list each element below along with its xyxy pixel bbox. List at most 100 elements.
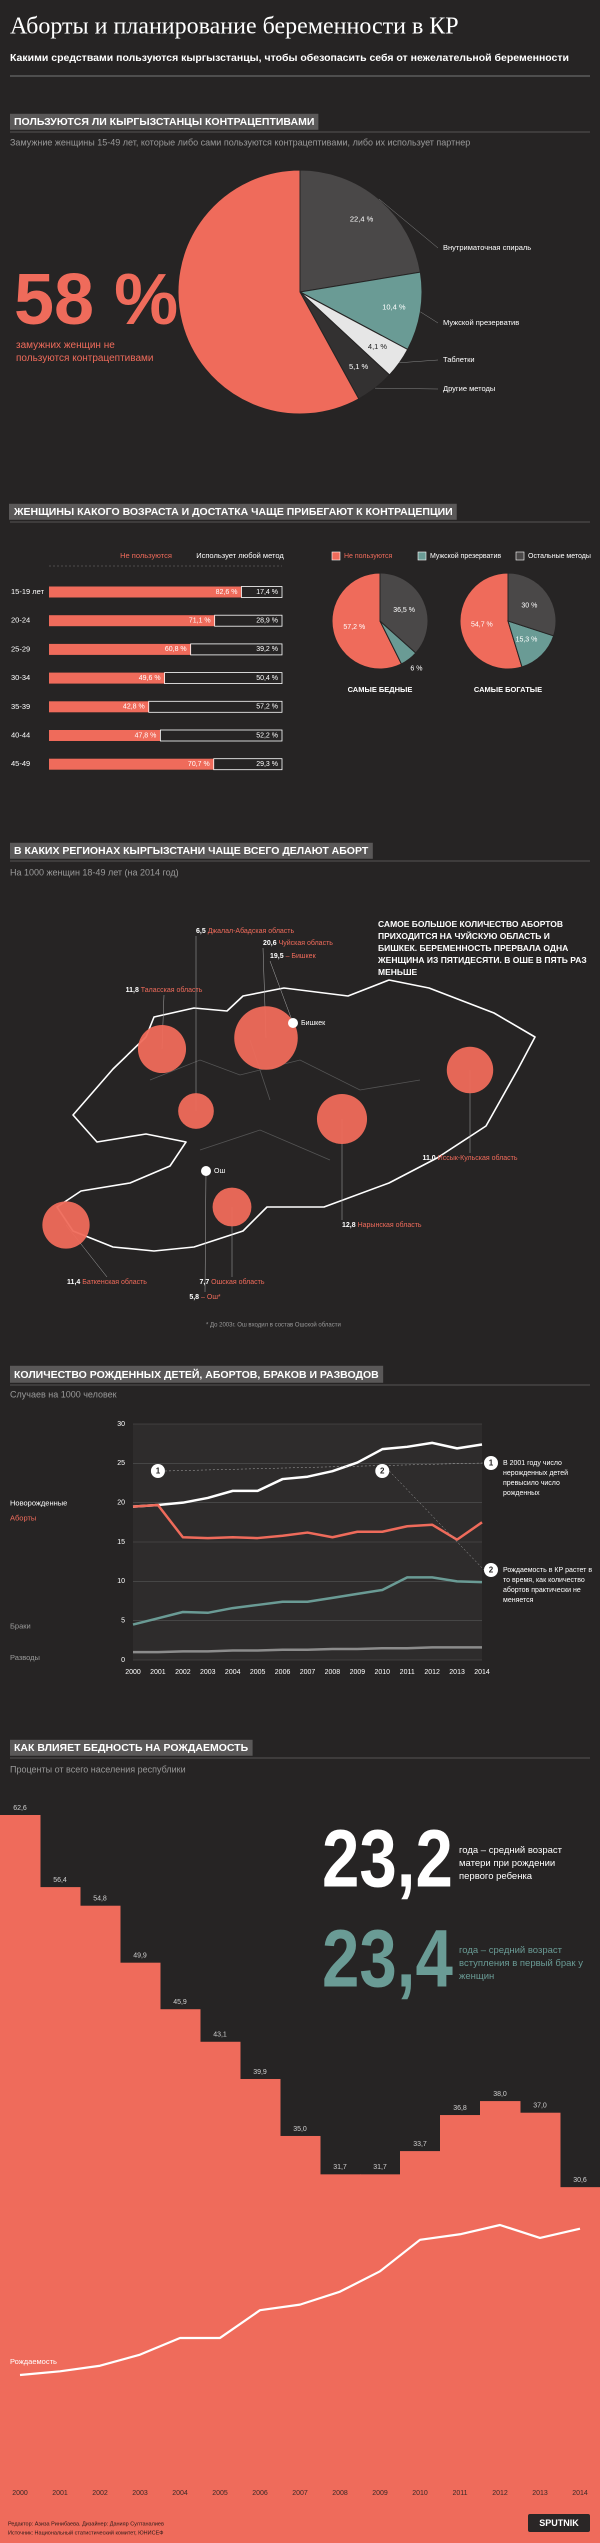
slice-value-label: 6 % xyxy=(410,666,422,673)
bar-value-label: 60,8 % xyxy=(165,646,187,653)
x-tick-label: 2003 xyxy=(132,2490,148,2497)
slice-value-label: 15,3 % xyxy=(516,637,538,644)
x-tick-label: 2014 xyxy=(474,1669,490,1676)
x-tick-label: 2009 xyxy=(372,2490,388,2497)
region-bubble xyxy=(137,1024,187,1074)
fact-text: года – средний возраст матери при рожден… xyxy=(459,1845,565,1882)
section-title: КАК ВЛИЯЕТ БЕДНОСТЬ НА РОЖДАЕМОСТЬ xyxy=(14,1742,249,1754)
region-label: 7,7 Ошская область xyxy=(199,1278,264,1286)
bar-value-label: 47,8 % xyxy=(135,732,157,739)
section-title-box xyxy=(9,503,457,520)
x-tick-label: 2012 xyxy=(492,2490,508,2497)
region-name: Чуйская область xyxy=(279,939,334,947)
x-tick-label: 2000 xyxy=(12,2490,28,2497)
bar-segment xyxy=(241,586,283,598)
note-marker-label: 1 xyxy=(156,1467,161,1476)
bar-value-label: 39,9 xyxy=(253,2069,267,2076)
slice-category-label: Таблетки xyxy=(443,355,475,364)
x-tick-label: 2000 xyxy=(125,1669,141,1676)
note-marker xyxy=(484,1456,498,1470)
bar-value-label: 49,6 % xyxy=(139,675,161,682)
note-marker-label: 2 xyxy=(489,1566,494,1575)
bar-segment xyxy=(49,672,165,684)
bar-value-label: 56,4 xyxy=(53,1877,67,1884)
legend-label: Мужской презерватив xyxy=(430,552,501,560)
x-tick-label: 2011 xyxy=(452,2490,467,2497)
region-value: 11,4 xyxy=(67,1279,80,1286)
region-label: 6,5 Джалал-Абадская область xyxy=(196,927,295,935)
bar-segment xyxy=(213,758,283,771)
poverty-bar xyxy=(360,2174,401,2543)
footnote: * До 2003г. Ош входил в состав Ошской об… xyxy=(206,1322,341,1329)
x-tick-label: 2003 xyxy=(200,1669,216,1676)
category-label: 25-29 xyxy=(11,644,30,653)
note-marker xyxy=(150,1464,165,1478)
x-tick-label: 2006 xyxy=(252,2490,268,2497)
series-line xyxy=(132,1441,483,1508)
bar-value-label: 39,2 % xyxy=(256,646,278,653)
bar-value-label: 54,8 xyxy=(93,1896,107,1903)
region-name: – Ош* xyxy=(201,1294,221,1301)
x-tick-label: 2001 xyxy=(52,2490,68,2497)
bar-segment xyxy=(49,615,215,627)
bar-value-label: 50,4 % xyxy=(256,675,278,682)
y-tick-label: 30 xyxy=(117,1421,125,1428)
section-title-box xyxy=(10,842,373,859)
series-label: Аборты xyxy=(10,1514,36,1523)
map-outline xyxy=(56,979,536,1252)
bar-segment xyxy=(49,730,161,741)
region-bubble xyxy=(178,1093,214,1129)
fact-text: года – средний возраст вступления в перв… xyxy=(459,1945,586,1982)
poverty-bar xyxy=(80,1905,121,2543)
bar-value-label: 35,0 xyxy=(293,2126,307,2133)
x-tick-label: 2002 xyxy=(175,1669,191,1676)
x-tick-label: 2007 xyxy=(300,1669,316,1676)
note-marker xyxy=(484,1563,498,1577)
bar-value-label: 71,1 % xyxy=(189,618,211,625)
bar-segment xyxy=(49,586,242,598)
bar-value-label: 45,9 xyxy=(173,1999,187,2006)
region-name: Таласская область xyxy=(141,986,203,994)
legend-swatch xyxy=(417,551,427,561)
slice-value-label: 5,1 % xyxy=(349,362,369,371)
poverty-bar xyxy=(560,2187,600,2543)
line-label: Рождаемость xyxy=(10,2357,57,2366)
column-header: Не пользуются xyxy=(120,551,172,560)
x-tick-label: 2001 xyxy=(150,1669,166,1676)
section-subtitle: Проценты от всего населения республики xyxy=(10,1764,186,1774)
x-tick-label: 2012 xyxy=(424,1669,440,1676)
x-tick-label: 2013 xyxy=(449,1669,465,1676)
leader-line xyxy=(375,387,439,390)
section-subtitle: Замужние женщины 15-49 лет, которые либо… xyxy=(10,137,470,147)
annotation: САМОЕ БОЛЬШОЕ КОЛИЧЕСТВО АБОРТОВ ПРИХОДИ… xyxy=(377,919,589,977)
region-label: 11,0 Иссык-Кульская область xyxy=(422,1154,517,1162)
bar-segment xyxy=(49,643,191,655)
category-label: 20-24 xyxy=(11,616,30,625)
section-subtitle: Случаев на 1000 человек xyxy=(10,1389,117,1399)
leader-line xyxy=(420,311,439,324)
slice-value-label: 22,4 % xyxy=(350,214,374,223)
slice-category-label: Другие методы xyxy=(443,384,495,393)
y-tick-label: 15 xyxy=(117,1539,125,1546)
poverty-bar xyxy=(160,2009,201,2543)
region-value: 11,8 xyxy=(126,987,139,994)
section-title: ПОЛЬЗУЮТСЯ ЛИ КЫРГЫЗСТАНЦЫ КОНТРАЦЕПТИВА… xyxy=(14,116,314,128)
pie-slice xyxy=(298,271,423,351)
region-name: Баткенская область xyxy=(82,1278,147,1286)
annotation: замужних женщин не пользуются контрацепт… xyxy=(16,340,153,364)
category-label: 45-49 xyxy=(11,759,30,768)
region-name: Иссык-Кульская область xyxy=(438,1154,518,1162)
region-name: Джалал-Абадская область xyxy=(208,927,295,935)
bar-value-label: 28,9 % xyxy=(256,618,278,625)
pie-slice xyxy=(331,572,403,670)
slice-value-label: 54,7 % xyxy=(471,622,493,629)
pie-slice xyxy=(177,169,360,415)
category-label: 35-39 xyxy=(11,702,30,711)
bar-value-label: 17,4 % xyxy=(256,589,278,596)
region-label: 11,4 Баткенская область xyxy=(67,1278,147,1286)
note-text: Рождаемость в КР растет в то время, как … xyxy=(503,1567,594,1604)
poverty-bar xyxy=(280,2135,321,2543)
bar-segment xyxy=(159,729,283,742)
series-label: Новорожденные xyxy=(10,1499,67,1508)
